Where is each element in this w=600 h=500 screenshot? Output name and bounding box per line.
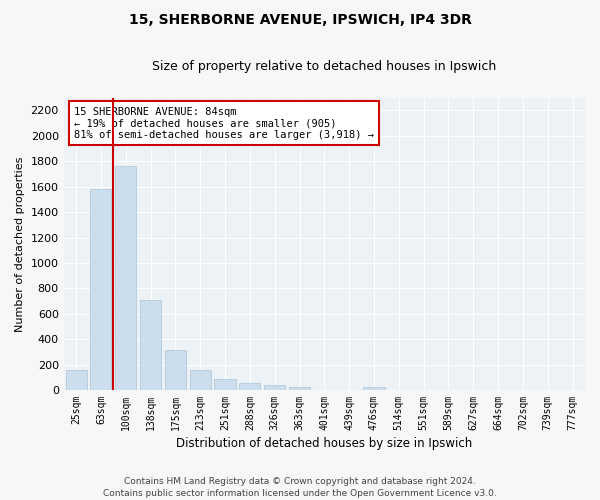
Bar xyxy=(190,370,211,390)
Bar xyxy=(65,370,86,390)
Bar xyxy=(165,350,186,390)
Bar xyxy=(115,166,136,390)
Bar xyxy=(140,300,161,390)
Title: Size of property relative to detached houses in Ipswich: Size of property relative to detached ho… xyxy=(152,60,496,73)
Bar xyxy=(364,388,385,390)
Bar xyxy=(91,189,112,390)
Bar xyxy=(214,378,236,390)
Y-axis label: Number of detached properties: Number of detached properties xyxy=(15,156,25,332)
X-axis label: Distribution of detached houses by size in Ipswich: Distribution of detached houses by size … xyxy=(176,437,472,450)
Text: 15, SHERBORNE AVENUE, IPSWICH, IP4 3DR: 15, SHERBORNE AVENUE, IPSWICH, IP4 3DR xyxy=(128,12,472,26)
Text: 15 SHERBORNE AVENUE: 84sqm
← 19% of detached houses are smaller (905)
81% of sem: 15 SHERBORNE AVENUE: 84sqm ← 19% of deta… xyxy=(74,106,374,140)
Bar xyxy=(289,387,310,390)
Bar xyxy=(264,386,285,390)
Text: Contains HM Land Registry data © Crown copyright and database right 2024.
Contai: Contains HM Land Registry data © Crown c… xyxy=(103,476,497,498)
Bar xyxy=(239,383,260,390)
